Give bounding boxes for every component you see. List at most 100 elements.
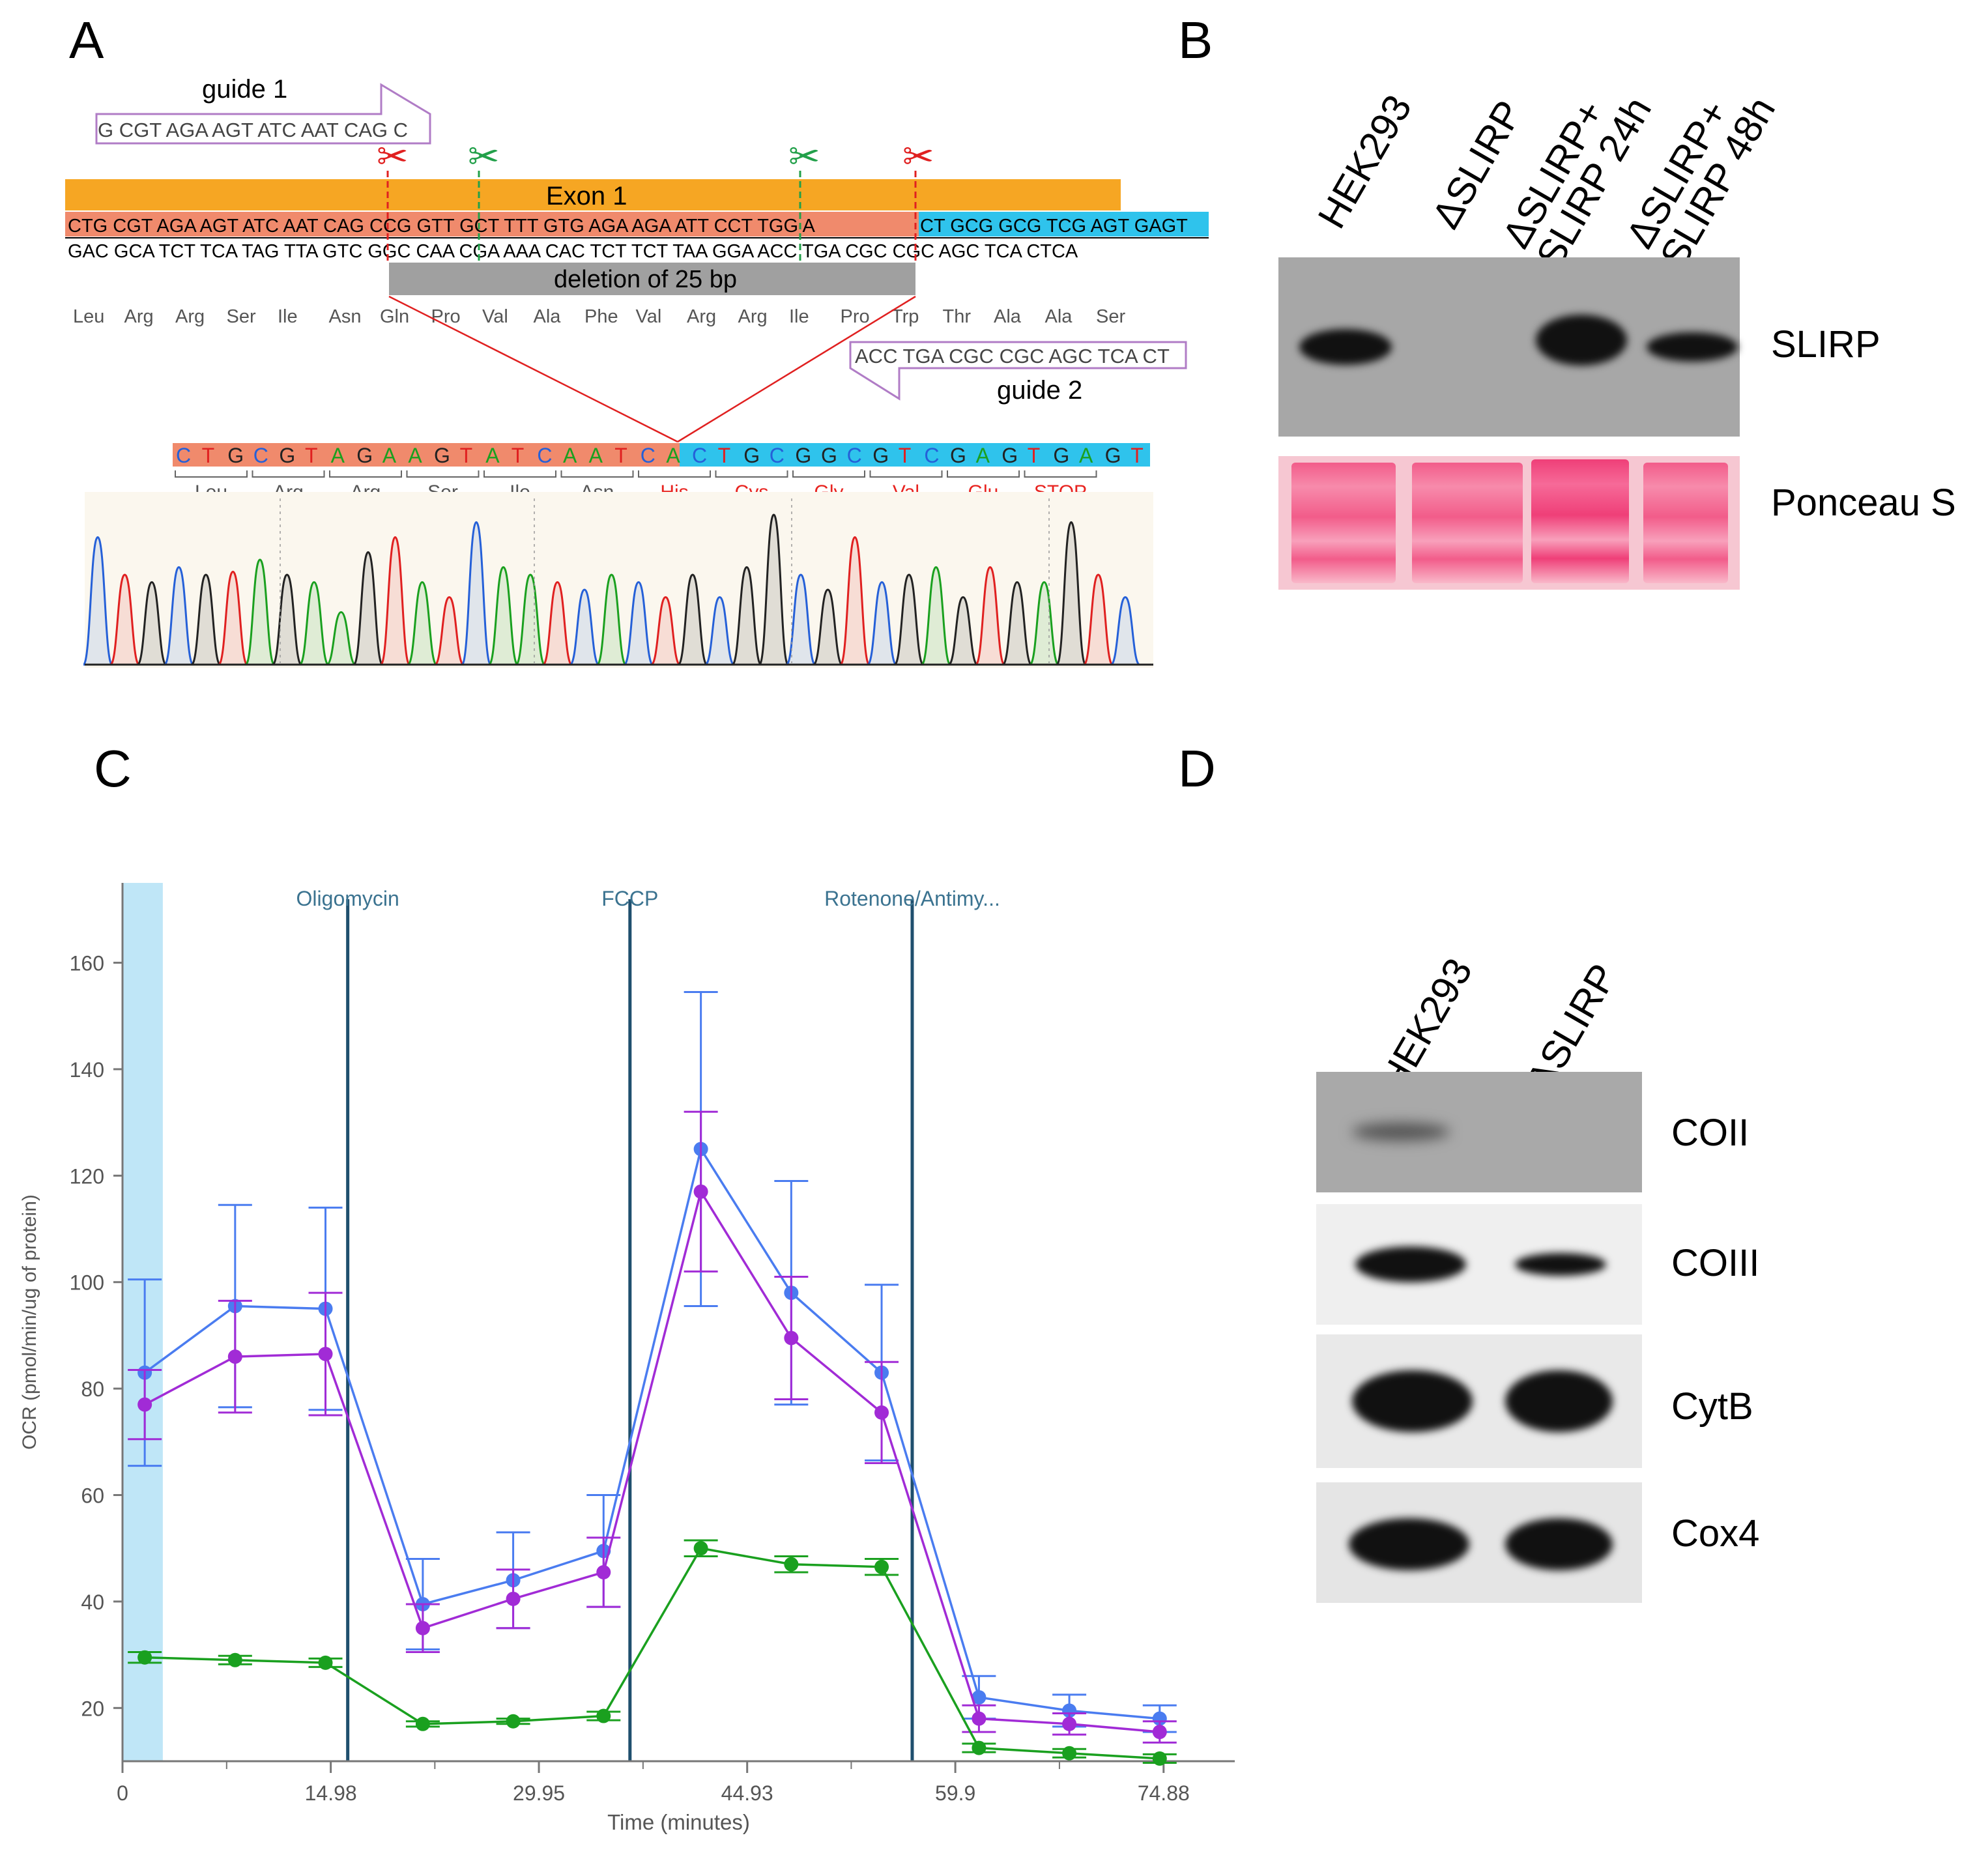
ocr-chart: Oligomycin FCCP Rotenone/Antimy... 20 40 60 80… [19,883,1235,1834]
chromatogram-peak [407,581,438,666]
coiii-blot [1316,1204,1642,1325]
y-tick-label: 140 [70,1058,104,1082]
chromatogram-peak [515,573,546,666]
data-point [318,1347,333,1362]
chromatogram-peak [461,521,492,666]
x-tick-label: 14.98 [305,1781,357,1805]
x-tick-label: 44.93 [721,1781,773,1805]
data-point [693,1184,708,1199]
row-label-coiii: COIII [1671,1242,1760,1284]
exon-bar [65,179,1121,210]
base-letter: T [511,444,525,467]
y-tick-label: 80 [81,1377,104,1401]
chromatogram-peak [136,581,167,666]
data-point [1152,1751,1167,1766]
amino-acid-label: Arg [687,306,716,327]
y-axis-title: OCR (pmol/min/ug of protein) [19,1194,40,1450]
amino-acid-label: Ala [994,306,1022,327]
amino-acid-label: Arg [738,306,768,327]
base-letter: G [1001,444,1018,467]
top-strand-seq-blue: CT GCG GCG TCG AGT GAGT [920,216,1188,237]
series-green [128,1539,1177,1766]
base-letter: G [356,444,373,467]
x-tick-label: 0 [117,1781,128,1805]
data-point [972,1690,987,1705]
base-letter: T [718,444,731,467]
bottom-strand-seq: GAC GCA TCT TCA TAG TTA GTC GGC CAA CGA … [68,241,1078,262]
base-letter: G [227,444,244,467]
series-line [144,1146,1160,1720]
chromatogram-peak [1083,573,1114,666]
chromatogram-peak [1001,581,1033,666]
chromatogram-peak [677,573,708,666]
base-letter: T [614,444,627,467]
scissors-icon: ✂ [788,136,820,178]
data-point [874,1405,889,1420]
amino-acid-label: Ala [1045,306,1073,327]
series-line [145,1547,1160,1760]
data-point [506,1591,521,1606]
base-letter: G [872,444,889,467]
base-letter: A [331,444,345,467]
injection-label: FCCP [601,887,658,910]
chromatogram-bg [85,492,1153,668]
row-label-coii: COII [1671,1112,1750,1154]
y-tick-label: 20 [81,1697,104,1720]
base-letter: G [1053,444,1069,467]
lane-label-hek293: HEK293 [1309,87,1420,236]
chromatogram-peak [975,566,1005,666]
amino-acid-label: Ala [534,306,562,327]
guide2-label: guide 2 [997,376,1082,405]
injection-label: Rotenone/Antimy... [824,887,1000,910]
data-point [137,1397,152,1412]
lane-label-rescue-24h: ΔSLIRP+ SLIRP 24h [1493,89,1660,275]
data-point [596,1564,611,1579]
base-letter: G [1105,444,1121,467]
base-letter: A [666,444,680,467]
y-tick-label: 40 [81,1591,104,1614]
panel-letter-d: D [1178,740,1216,798]
panel-letter-c: C [94,740,132,798]
chromatogram-peak [380,536,411,666]
chromatogram-peak [542,581,573,666]
svg-text:✂: ✂ [377,136,409,178]
scissors-icon: ✂ [902,136,934,178]
panel-letter-b: B [1178,11,1213,69]
series-line [144,1188,1160,1733]
base-letter: T [305,444,318,467]
base-letter: A [382,444,397,467]
base-letter: C [924,444,939,467]
chromatogram-peak [109,573,140,666]
amino-acid-label: Pro [431,306,461,327]
y-tick-label: 100 [70,1271,104,1295]
data-point [227,1652,242,1667]
amino-acid-label: Pro [841,306,870,327]
chromatogram-peak [921,566,951,666]
base-letter: C [253,444,268,467]
row-label-ponceau: Ponceau S [1771,482,1956,524]
chromatogram-peak [488,566,519,666]
data-point [693,1541,708,1556]
panel-a-figure: guide 1 G CGT AGA AGT ATC AAT CAG C ✂ ✂ … [65,75,1209,668]
injection-label: Oligomycin [296,887,399,910]
base-letter: T [1028,444,1041,467]
svg-text:✂: ✂ [788,136,820,178]
base-letter: C [847,444,862,467]
chromatogram-peak [893,573,925,666]
amino-acid-label: Arg [124,306,154,327]
data-point [1062,1746,1077,1761]
amino-acid-label: Ile [278,306,298,327]
chromatogram-peak [731,566,762,666]
base-letter: C [537,444,552,467]
amino-acid-label: Gln [380,306,409,327]
base-letter: G [795,444,811,467]
chromatogram-peak [650,596,681,666]
amino-acid-label: Ile [789,306,809,327]
chromatogram-peak [623,581,654,666]
series-blue [128,990,1177,1733]
amino-acid-label: Phe [584,306,618,327]
chromatogram-peak [353,551,384,666]
ponceau-blot [1278,456,1740,590]
base-letter: A [563,444,577,467]
data-point [318,1655,333,1670]
